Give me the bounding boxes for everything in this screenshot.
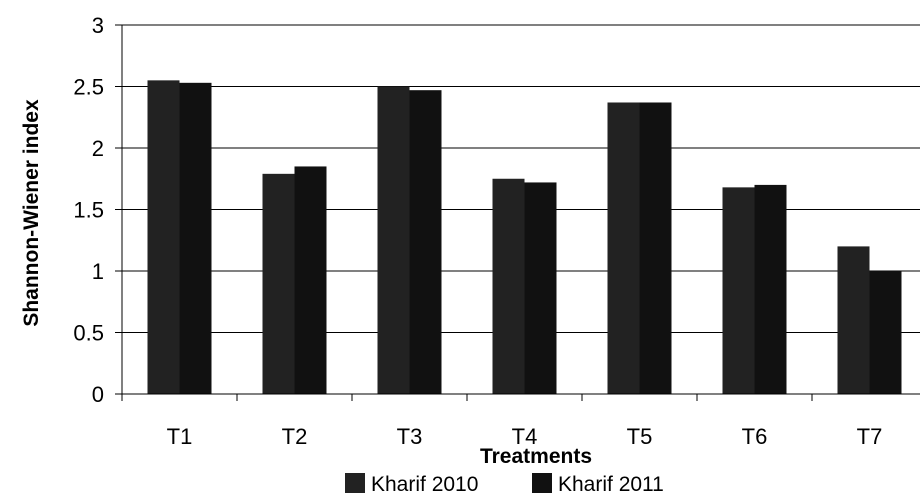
bar-kharif-2010	[492, 178, 525, 394]
legend-swatch	[345, 473, 365, 493]
x-tick-label: T2	[282, 424, 308, 449]
bar-kharif-2011	[294, 166, 327, 394]
bar-kharif-2010	[262, 173, 295, 394]
bar-kharif-2010	[837, 246, 870, 394]
x-axis-title: Treatments	[480, 445, 592, 468]
x-tick-label: T4	[512, 424, 538, 449]
bar-kharif-2010	[147, 80, 180, 394]
bar-kharif-2011	[754, 184, 787, 394]
bar-kharif-2010	[722, 187, 755, 394]
y-tick-label: 3	[92, 13, 104, 38]
legend-swatch	[532, 473, 552, 493]
bar-kharif-2010	[607, 102, 640, 395]
legend-label: Kharif 2011	[558, 473, 664, 496]
bar-kharif-2010	[377, 86, 410, 394]
bar-kharif-2011	[409, 90, 442, 394]
bar-kharif-2011	[639, 102, 672, 395]
bar-kharif-2011	[179, 82, 212, 394]
y-ticks: 0 0.5 1 1.5 2 2.5 3	[73, 13, 122, 407]
x-ticks: T1 T2 T3 T4 T5 T6 T7	[121, 394, 883, 449]
x-tick-label: T7	[857, 424, 883, 449]
x-tick-label: T6	[742, 424, 768, 449]
y-tick-label: 1	[92, 259, 104, 284]
legend-label: Kharif 2010	[371, 473, 478, 496]
y-tick-label: 2.5	[73, 75, 104, 100]
y-tick-label: 2	[92, 136, 104, 161]
y-tick-label: 1.5	[73, 198, 104, 223]
bar-kharif-2011	[869, 271, 902, 394]
y-axis-title: Shannon-Wiener index	[20, 99, 43, 327]
bar-kharif-2011	[524, 182, 557, 394]
y-tick-label: 0.5	[73, 321, 104, 346]
bars	[147, 80, 902, 395]
legend: Kharif 2010 Kharif 2011	[345, 473, 664, 496]
y-tick-label: 0	[92, 382, 104, 407]
x-tick-label: T1	[167, 424, 193, 449]
x-tick-label: T5	[627, 424, 653, 449]
x-tick-label: T3	[397, 424, 423, 449]
